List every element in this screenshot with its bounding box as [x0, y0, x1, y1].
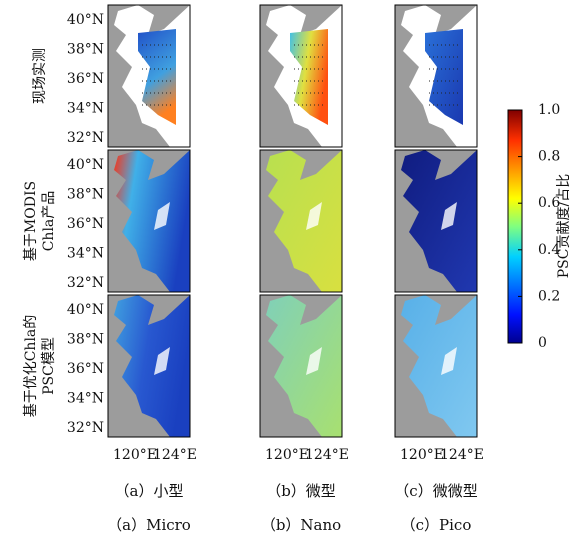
row-label: PSC模型 [41, 337, 57, 395]
caption-en: （b）Nano [261, 516, 341, 534]
row-label: 基于MODIS [22, 181, 39, 261]
lon-label: 120°E [400, 447, 444, 463]
frame [259, 294, 343, 438]
map-panel [394, 4, 478, 148]
sea [266, 150, 342, 292]
lat-label: 38°N [67, 187, 104, 203]
lon-label: 124°E [305, 447, 349, 463]
frame [394, 4, 478, 148]
caption-cn: （c）微微型 [394, 482, 477, 500]
lat-label: 40°N [67, 157, 104, 173]
row-label: 基于优化Chla的 [22, 315, 39, 418]
colorbar-label: PSC贡献度/占比 [556, 174, 572, 278]
lat-label: 34°N [67, 246, 104, 262]
lat-label: 34°N [67, 391, 104, 407]
lat-label: 32°N [67, 130, 104, 146]
map-panel [394, 294, 478, 438]
caption-en: （c）Pico [401, 516, 472, 534]
colorbar-tick-label: 0.8 [538, 149, 560, 165]
sea [114, 295, 190, 437]
colorbar-tick-label: 0.6 [538, 195, 560, 211]
lon-label: 124°E [153, 447, 197, 463]
frame [107, 149, 191, 293]
sea [401, 150, 477, 292]
map-panel [107, 149, 191, 293]
lat-label: 38°N [67, 332, 104, 348]
frame [259, 4, 343, 148]
lat-label: 32°N [67, 275, 104, 291]
map-panel [259, 294, 343, 438]
lon-label: 120°E [265, 447, 309, 463]
frame [394, 149, 478, 293]
lat-label: 34°N [67, 101, 104, 117]
lon-label: 120°E [113, 447, 157, 463]
frame [107, 294, 191, 438]
sea [266, 295, 342, 437]
sampled-area [425, 29, 463, 125]
sampled-area [138, 29, 176, 125]
lat-label: 36°N [67, 361, 104, 377]
lon-label: 124°E [440, 447, 484, 463]
cloud-gap [306, 202, 322, 230]
sea [401, 295, 477, 437]
lat-label: 32°N [67, 420, 104, 436]
lat-label: 36°N [67, 71, 104, 87]
lat-label: 36°N [67, 216, 104, 232]
cloud-gap [154, 347, 170, 375]
map-panel [259, 149, 343, 293]
map-panel [394, 149, 478, 293]
frame [107, 4, 191, 148]
sampled-area [290, 29, 328, 125]
cloud-gap [441, 202, 457, 230]
lat-label: 40°N [67, 12, 104, 28]
cloud-gap [154, 202, 170, 230]
caption-cn: （a）小型 [115, 482, 184, 500]
colorbar-tick-label: 0.2 [538, 288, 560, 304]
map-panel [107, 4, 191, 148]
cloud-gap [441, 347, 457, 375]
colorbar-tick-label: 0.4 [538, 242, 560, 258]
caption-en: （a）Micro [107, 516, 191, 534]
frame [394, 294, 478, 438]
map-panel [259, 4, 343, 148]
sea [114, 150, 190, 292]
row-label: 现场实测 [32, 48, 48, 104]
colorbar [507, 109, 523, 344]
map-panel [107, 294, 191, 438]
colorbar-tick-label: 0 [538, 335, 547, 351]
frame [259, 149, 343, 293]
lat-label: 38°N [67, 42, 104, 58]
lat-label: 40°N [67, 302, 104, 318]
caption-cn: （b）微型 [266, 482, 336, 500]
row-label: Chla产品 [41, 191, 57, 252]
colorbar-tick-label: 1.0 [538, 102, 560, 118]
cloud-gap [306, 347, 322, 375]
